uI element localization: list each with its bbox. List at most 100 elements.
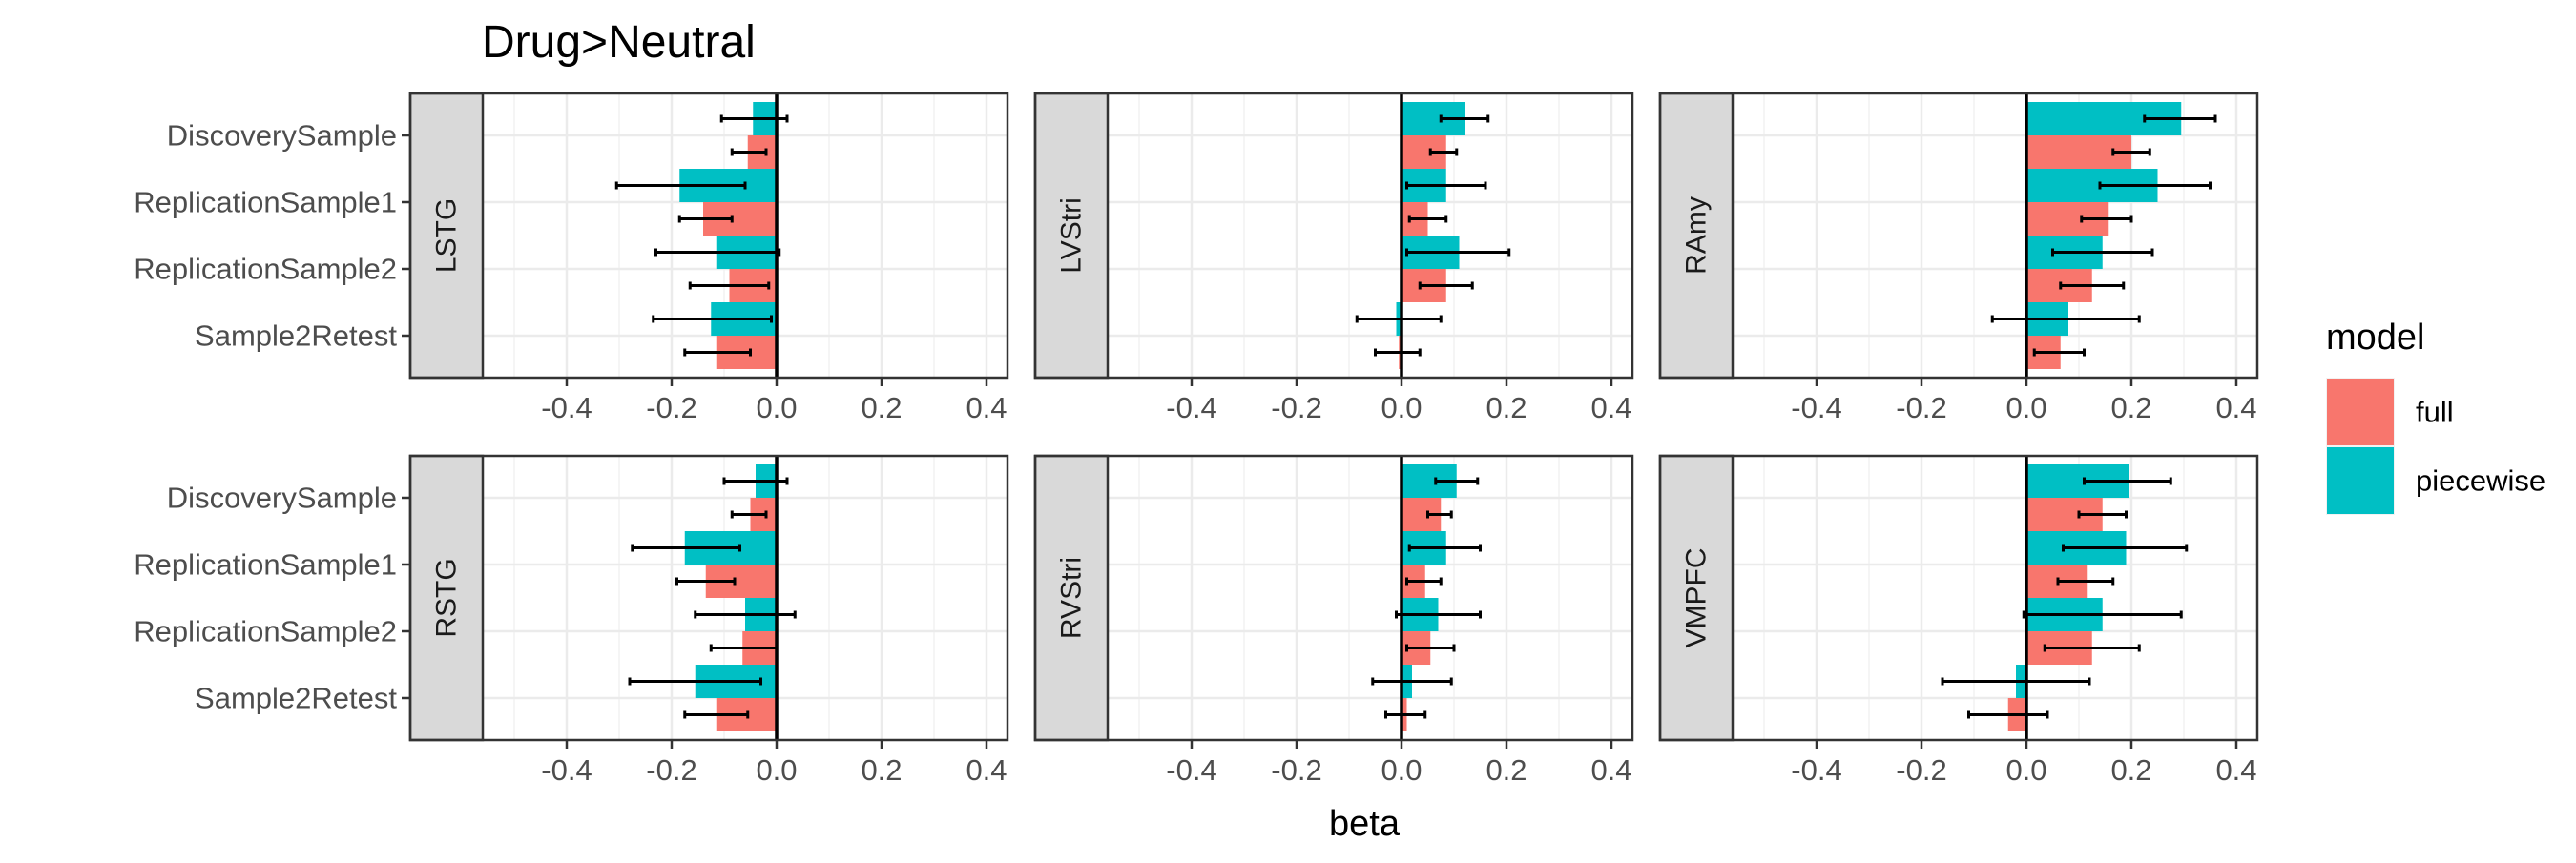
panel-border [1033, 92, 1634, 380]
x-tick-label: 0.0 [1381, 753, 1422, 787]
strip-background [1658, 454, 1735, 742]
strip-label-lstg: LSTG [431, 198, 463, 273]
legend-key-full [2327, 379, 2394, 445]
x-tick-label: -0.2 [1271, 391, 1321, 424]
panel-lstg: LSTG -0.4 -0.2 0.0 0.2 0.4 DiscoverySample Repl… [134, 92, 1009, 424]
category-label: DiscoverySample [167, 482, 397, 515]
category-label: ReplicationSample1 [134, 548, 397, 582]
x-tick-label: 0.0 [1381, 391, 1422, 424]
panel-border [1658, 92, 2259, 380]
x-tick-label: -0.2 [1271, 753, 1321, 787]
errorbar-full-replicationsample2 [688, 281, 771, 290]
category-label: ReplicationSample2 [134, 253, 397, 286]
errorbar-piecewise-replicationsample1 [1407, 544, 1482, 552]
errorbar-full-discoverysample [730, 510, 768, 519]
panels-layer: LSTG -0.4 -0.2 0.0 0.2 0.4 DiscoverySample Repl… [134, 92, 2259, 787]
panel-border [408, 454, 1009, 742]
errorbar-piecewise-discoverysample [2143, 114, 2217, 123]
errorbar-full-replicationsample1 [2056, 577, 2115, 586]
errorbar-full-discoverysample [730, 148, 768, 156]
errorbar-full-sample2retest [683, 348, 752, 357]
errorbar-full-replicationsample1 [677, 215, 734, 223]
strip-label-rvstri: RVStri [1056, 557, 1088, 639]
errorbar-piecewise-replicationsample2 [1395, 610, 1482, 619]
category-label: ReplicationSample2 [134, 615, 397, 648]
errorbar-piecewise-replicationsample2 [694, 610, 797, 619]
errorbar-full-sample2retest [1374, 348, 1422, 357]
errorbar-piecewise-replicationsample1 [2098, 181, 2212, 190]
legend-label-piecewise: piecewise [2416, 464, 2545, 498]
x-tick-label: 0.4 [1590, 753, 1631, 787]
errorbar-piecewise-sample2retest [628, 677, 762, 686]
x-tick-label: 0.4 [2215, 391, 2256, 424]
x-tick-label: 0.4 [1590, 391, 1631, 424]
x-tick-label: 0.0 [756, 391, 797, 424]
x-tick-label: -0.4 [1166, 753, 1216, 787]
panel-rvstri: RVStri -0.4 -0.2 0.0 0.2 0.4 [1033, 454, 1634, 787]
errorbar-full-replicationsample2 [2043, 644, 2141, 652]
panel-border [408, 92, 1009, 380]
panel-background [1733, 456, 2257, 740]
legend: full piecewise [2326, 378, 2545, 515]
x-axis-label: beta [1329, 804, 1401, 844]
strip-label-rstg: RSTG [431, 558, 463, 637]
panel-rstg: RSTG -0.4 -0.2 0.0 0.2 0.4 DiscoverySample Repl… [134, 454, 1009, 787]
panel-border [1033, 454, 1634, 742]
x-tick-label: 0.2 [2110, 391, 2151, 424]
x-tick-label: -0.4 [541, 391, 592, 424]
x-tick-label: -0.4 [1791, 753, 1841, 787]
strip-background [408, 454, 485, 742]
errorbar-piecewise-sample2retest [1941, 677, 2091, 686]
x-tick-label: 0.2 [2110, 753, 2151, 787]
chart-title: Drug>Neutral [482, 17, 756, 68]
errorbar-full-discoverysample [2111, 148, 2151, 156]
errorbar-piecewise-replicationsample2 [1405, 248, 1511, 257]
x-tick-label: -0.4 [1166, 391, 1216, 424]
panel-background [1108, 456, 1632, 740]
errorbar-full-discoverysample [1426, 510, 1453, 519]
x-tick-label: -0.2 [1896, 753, 1946, 787]
panel-background [1733, 93, 2257, 378]
strip-label-lvstri: LVStri [1056, 197, 1088, 273]
x-tick-label: 0.0 [2005, 753, 2046, 787]
x-tick-label: -0.2 [646, 753, 696, 787]
errorbar-full-sample2retest [1967, 710, 2049, 719]
x-tick-label: -0.2 [1896, 391, 1946, 424]
errorbar-full-sample2retest [2032, 348, 2086, 357]
category-label: ReplicationSample1 [134, 186, 397, 219]
x-tick-label: 0.2 [861, 391, 902, 424]
errorbar-piecewise-sample2retest [652, 315, 773, 323]
panel-ramy: RAmy -0.4 -0.2 0.0 0.2 0.4 [1658, 92, 2259, 424]
panel-vmpfc: VMPFC -0.4 -0.2 0.0 0.2 0.4 [1658, 454, 2259, 787]
errorbar-full-replicationsample2 [2059, 281, 2126, 290]
errorbar-full-replicationsample2 [1418, 281, 1474, 290]
errorbar-full-replicationsample2 [1405, 644, 1456, 652]
errorbar-piecewise-sample2retest [1990, 315, 2141, 323]
strip-label-ramy: RAmy [1681, 196, 1713, 275]
category-label: DiscoverySample [167, 119, 397, 153]
errorbar-piecewise-replicationsample1 [631, 544, 741, 552]
x-tick-label: 0.4 [2215, 753, 2256, 787]
x-tick-label: 0.2 [861, 753, 902, 787]
legend-label-full: full [2416, 396, 2454, 429]
x-tick-label: 0.2 [1485, 391, 1527, 424]
errorbar-full-replicationsample1 [675, 577, 737, 586]
errorbar-piecewise-discoverysample [2083, 477, 2172, 485]
panel-border [1658, 454, 2259, 742]
x-tick-label: 0.4 [966, 391, 1007, 424]
errorbar-piecewise-discoverysample [1434, 477, 1480, 485]
errorbar-full-discoverysample [2077, 510, 2128, 519]
strip-label-vmpfc: VMPFC [1681, 548, 1713, 648]
errorbar-piecewise-replicationsample2 [654, 248, 781, 257]
errorbar-full-discoverysample [1428, 148, 1459, 156]
errorbar-piecewise-replicationsample1 [1405, 181, 1487, 190]
x-tick-label: -0.4 [541, 753, 592, 787]
errorbar-full-sample2retest [683, 710, 750, 719]
x-tick-label: 0.0 [756, 753, 797, 787]
category-label: Sample2Retest [195, 682, 397, 715]
x-tick-label: -0.2 [646, 391, 696, 424]
errorbar-piecewise-discoverysample [1439, 114, 1490, 123]
category-label: Sample2Retest [195, 319, 397, 353]
